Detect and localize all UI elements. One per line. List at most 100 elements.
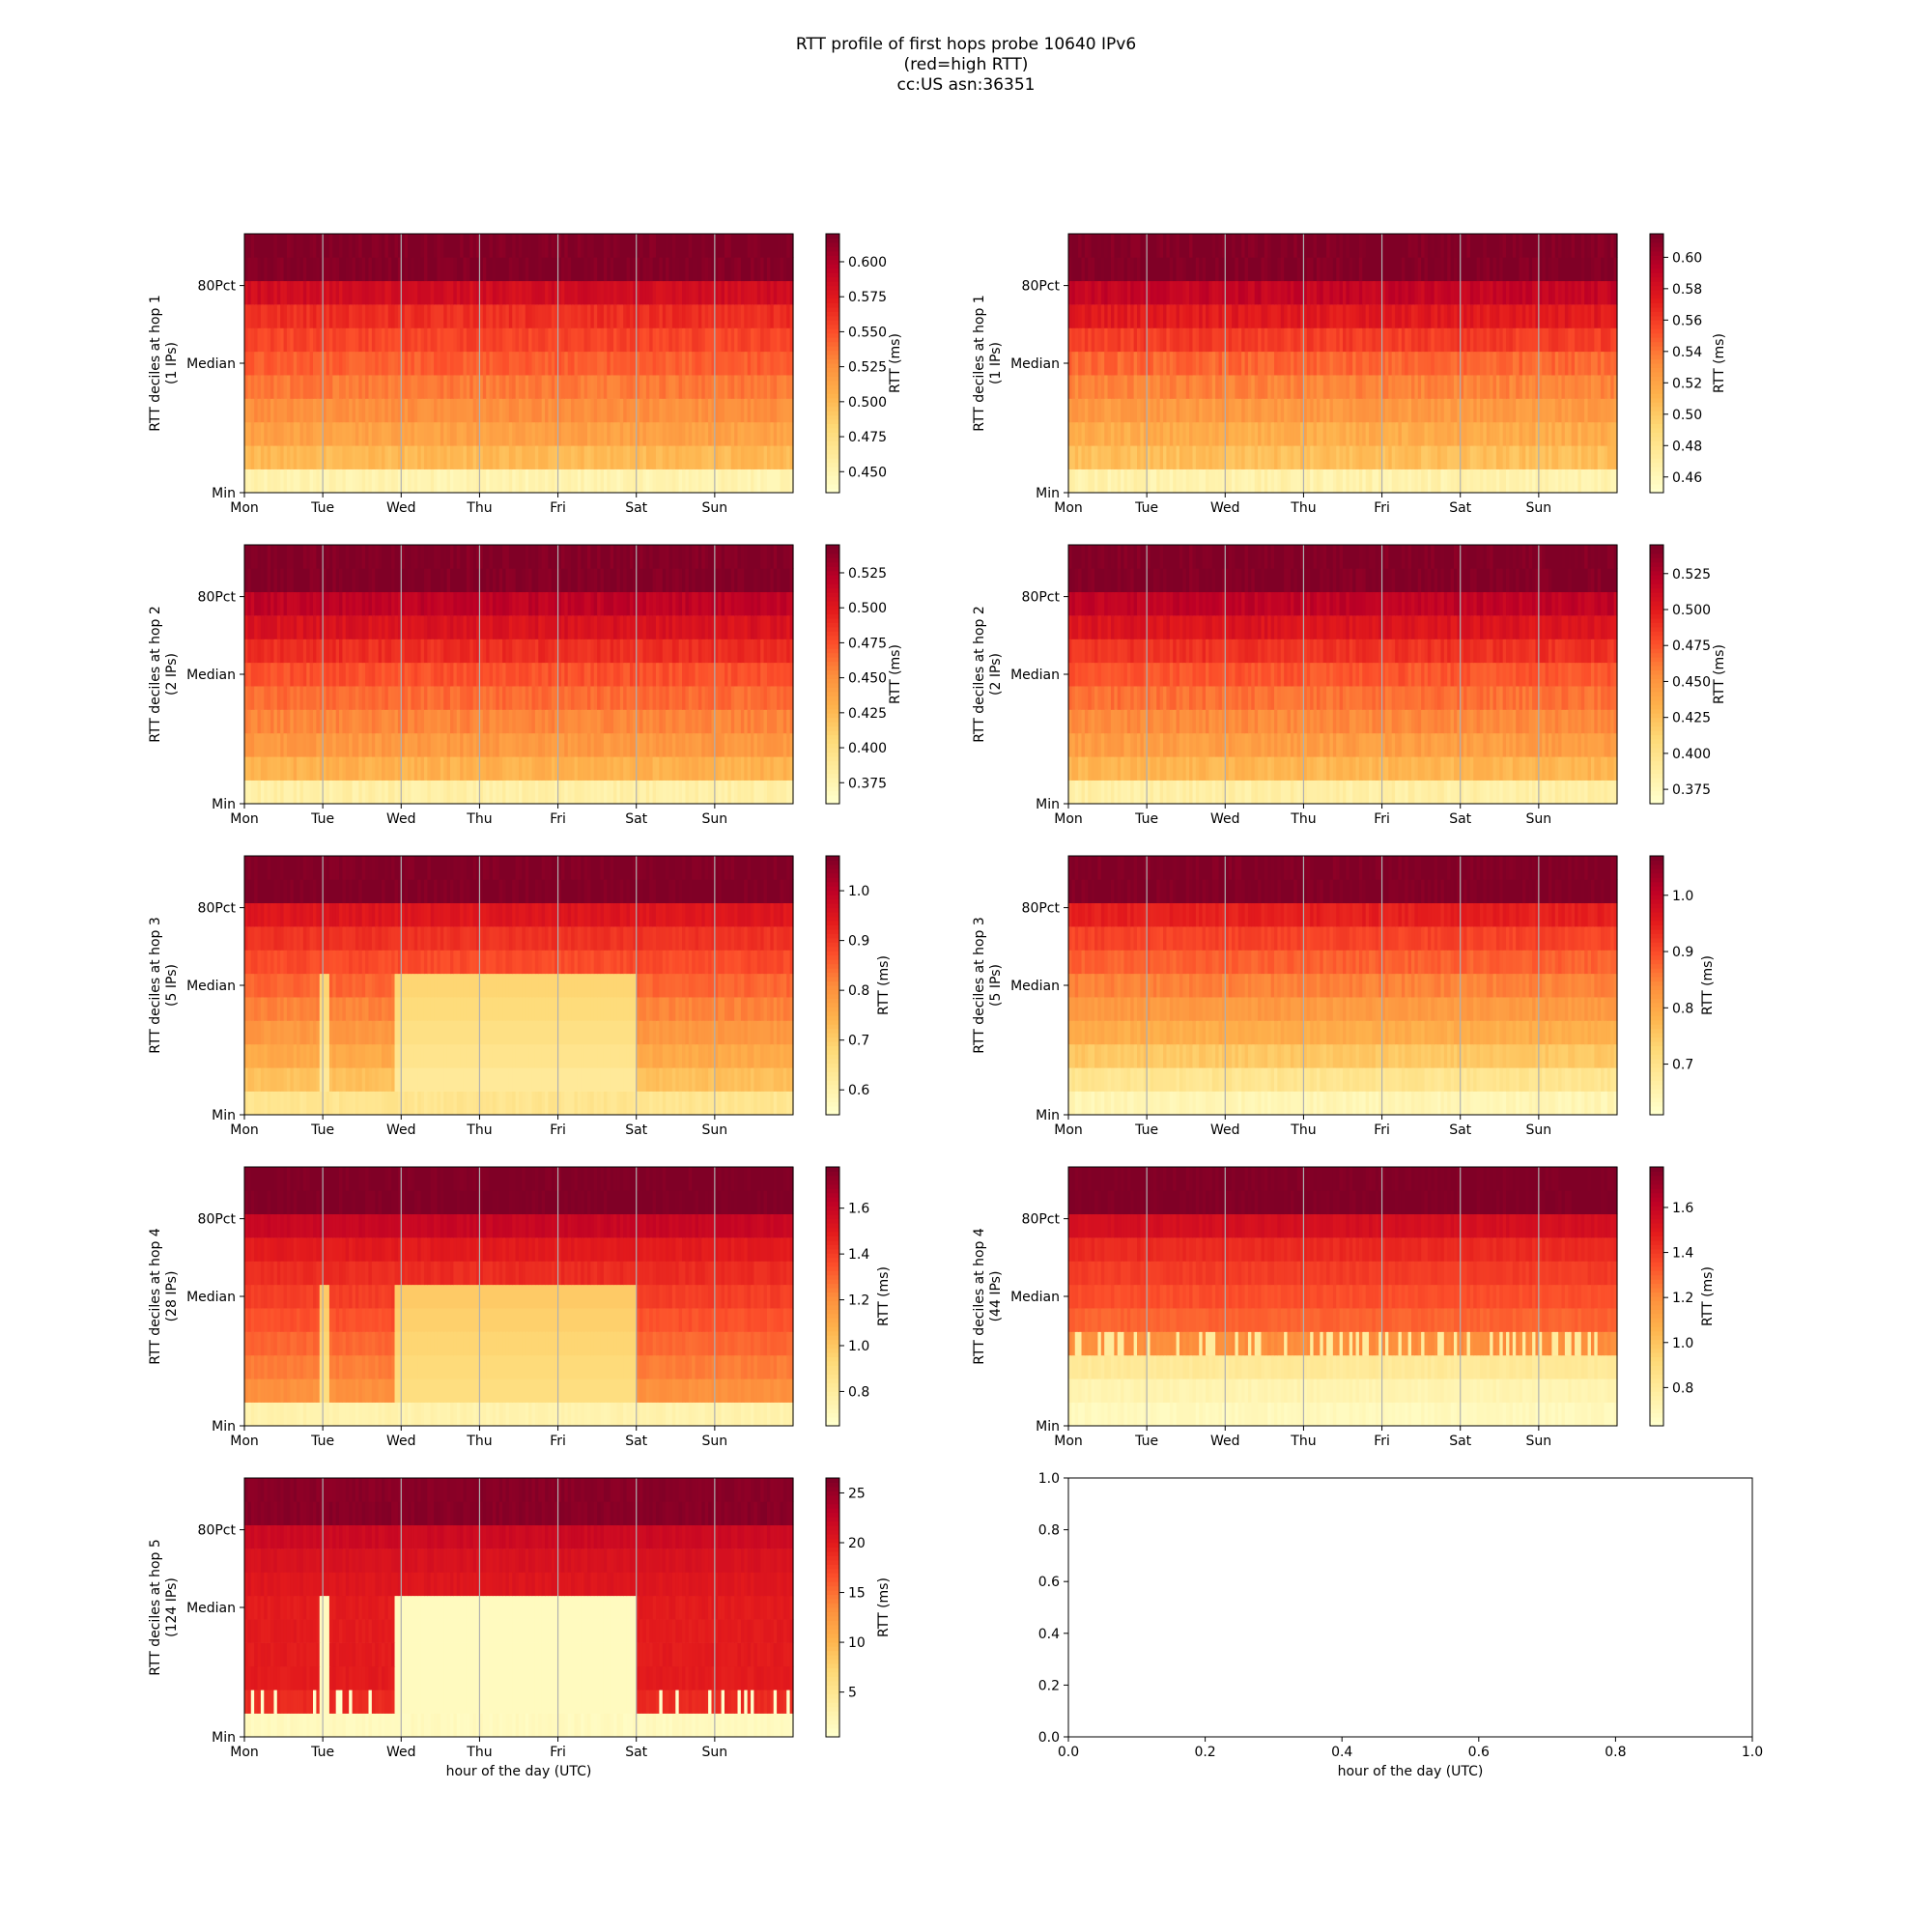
heat-cell	[486, 469, 491, 494]
heat-cell	[756, 445, 761, 469]
heat-cell	[1528, 234, 1533, 258]
heat-cell	[590, 327, 595, 353]
heat-cell	[328, 351, 333, 376]
heat-cell	[548, 375, 553, 399]
heat-cell	[427, 421, 432, 446]
heat-cell	[328, 732, 333, 757]
heat-cell	[440, 280, 444, 305]
heat-cell	[244, 445, 248, 469]
heat-cell	[417, 445, 422, 469]
heat-cell	[267, 234, 271, 258]
heat-cell	[701, 327, 706, 353]
heat-cell	[751, 421, 755, 446]
heat-cell	[244, 469, 248, 494]
heat-cell	[567, 375, 572, 399]
heat-cell	[587, 257, 591, 282]
heat-cell	[469, 304, 474, 328]
heat-cell	[782, 327, 787, 353]
heat-cell	[730, 280, 735, 305]
heat-cell	[466, 375, 470, 399]
heat-cell	[571, 327, 576, 353]
heat-cell	[695, 304, 699, 328]
y-tick-label: Median	[1010, 356, 1060, 372]
heat-cell	[434, 469, 439, 494]
heat-cell	[387, 257, 392, 282]
heat-cell	[564, 375, 569, 399]
heat-cell	[662, 327, 667, 353]
heat-cell	[515, 421, 520, 446]
heat-cell	[440, 469, 444, 494]
colorbar-swatch	[826, 259, 839, 265]
heat-cell	[1391, 375, 1396, 399]
heat-cell	[1152, 398, 1157, 423]
colorbar-swatch	[826, 449, 839, 455]
heat-cell	[375, 257, 380, 282]
heat-cell	[548, 421, 553, 446]
heat-cell	[652, 445, 657, 469]
heat-cell	[718, 445, 723, 469]
heat-cell	[766, 304, 771, 328]
heat-cell	[450, 304, 454, 328]
heat-cell	[522, 351, 526, 376]
heat-cell	[260, 662, 265, 687]
heat-cell	[247, 304, 252, 328]
heat-cell	[460, 421, 465, 446]
heat-cell	[557, 304, 562, 328]
heat-cell	[313, 304, 317, 328]
heat-cell	[446, 351, 451, 376]
colorbar-label: RTT (ms)	[888, 333, 903, 393]
heat-cell	[316, 351, 321, 376]
heat-cell	[361, 398, 366, 423]
heat-cell	[280, 469, 285, 494]
heat-cell	[551, 257, 555, 282]
heat-cell	[724, 375, 728, 399]
heat-cell	[545, 327, 550, 353]
heat-cell	[753, 421, 758, 446]
heat-cell	[636, 469, 640, 494]
heat-cell	[610, 351, 614, 376]
heat-cell	[1564, 375, 1569, 399]
heat-cell	[760, 421, 765, 446]
heat-cell	[250, 327, 255, 353]
x-tick-label: Tue	[1134, 500, 1158, 516]
heat-cell	[593, 351, 598, 376]
heat-cell	[633, 445, 638, 469]
heat-cell	[649, 398, 654, 423]
heat-cell	[662, 280, 667, 305]
heat-cell	[773, 351, 778, 376]
heat-cell	[574, 280, 579, 305]
heat-cell	[786, 304, 791, 328]
heat-cell	[456, 304, 461, 328]
heat-cell	[306, 445, 311, 469]
heat-cell	[581, 351, 585, 376]
heat-cell	[763, 398, 768, 423]
heat-cell	[486, 421, 491, 446]
heat-cell	[404, 304, 409, 328]
heat-cell	[361, 445, 366, 469]
heat-cell	[361, 469, 366, 494]
heat-cell	[408, 257, 412, 282]
heat-cell	[666, 375, 670, 399]
heat-cell	[361, 756, 366, 781]
heat-cell	[577, 327, 582, 353]
heat-cell	[254, 327, 259, 353]
heat-cell	[361, 732, 366, 757]
heat-cell	[492, 398, 497, 423]
heat-cell	[590, 280, 595, 305]
heat-cell	[365, 421, 370, 446]
heat-cell	[734, 257, 739, 282]
heat-cell	[401, 257, 406, 282]
heat-cell	[247, 375, 252, 399]
heat-cell	[645, 469, 650, 494]
heat-cell	[740, 257, 745, 282]
heat-cell	[587, 351, 591, 376]
heat-cell	[1391, 257, 1396, 282]
heat-cell	[382, 280, 385, 305]
colorbar-swatch	[826, 393, 839, 399]
heat-cell	[302, 234, 307, 258]
heat-cell	[276, 445, 281, 469]
heat-cell	[583, 304, 588, 328]
heat-cell	[554, 280, 559, 305]
heat-cell	[505, 375, 510, 399]
heat-cell	[782, 351, 787, 376]
